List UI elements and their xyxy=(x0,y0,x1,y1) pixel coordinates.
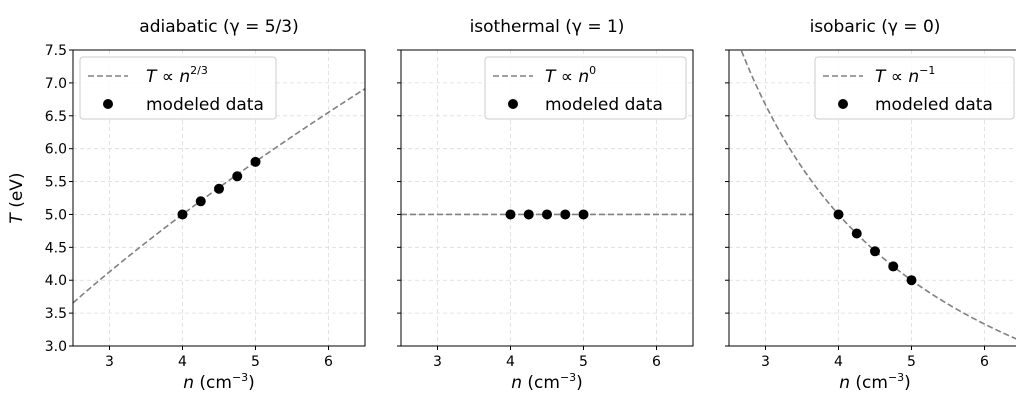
y-tick-label: 3.0 xyxy=(45,339,67,355)
panel-isothermal: isothermal (γ = 1) 3 4 5 6 n (cm−3) T ∝ n0 … xyxy=(397,17,694,393)
legend: T ∝ n0 modeled data xyxy=(484,56,687,120)
plot-area xyxy=(73,88,365,304)
x-tick-label: 5 xyxy=(579,354,588,370)
data-point xyxy=(888,261,899,272)
y-tick-label: 7.0 xyxy=(45,76,67,92)
plot-area xyxy=(740,50,1016,340)
data-point xyxy=(851,228,862,239)
plot-area xyxy=(401,209,693,220)
data-point xyxy=(195,196,206,207)
legend-marker-swatch xyxy=(508,99,518,109)
axes-frame xyxy=(72,49,366,347)
legend-line-label: T ∝ n2/3 xyxy=(146,64,208,87)
x-tick-label: 3 xyxy=(761,354,770,370)
x-axis-label: n (cm−3) xyxy=(511,371,583,393)
legend-data-label: modeled data xyxy=(146,95,264,115)
data-point xyxy=(870,246,880,257)
x-tick-label: 3 xyxy=(433,354,442,370)
data-point xyxy=(833,209,844,220)
axes-frame xyxy=(728,49,1016,347)
legend-marker-swatch xyxy=(103,99,113,109)
x-tick-label: 5 xyxy=(907,354,916,370)
y-tick-label: 7.5 xyxy=(45,43,67,59)
panel-title: adiabatic (γ = 5/3) xyxy=(139,17,298,37)
y-axis-label: T (eV) xyxy=(7,172,27,223)
y-tick-label: 5.5 xyxy=(45,175,67,191)
panel-title: isobaric (γ = 0) xyxy=(810,17,941,37)
legend-line-label: T ∝ n−1 xyxy=(875,64,935,87)
data-point xyxy=(523,209,534,220)
x-tick-label: 6 xyxy=(652,354,661,370)
x-tick-label: 3 xyxy=(105,354,114,370)
x-tick-label: 4 xyxy=(834,354,843,370)
data-point xyxy=(542,209,552,220)
y-tick-label: 6.0 xyxy=(45,142,67,158)
y-axis xyxy=(725,49,729,347)
legend-marker-swatch xyxy=(838,99,848,109)
y-tick-label: 6.5 xyxy=(45,109,67,125)
axes-frame xyxy=(400,49,694,347)
legend: T ∝ n2/3 modeled data xyxy=(79,56,277,120)
x-axis: 3 4 5 6 xyxy=(105,346,333,370)
data-point xyxy=(250,156,261,167)
x-tick-label: 6 xyxy=(980,354,989,370)
legend-line-label: T ∝ n0 xyxy=(545,64,596,87)
x-tick-label: 4 xyxy=(506,354,515,370)
x-axis: 3 4 5 6 xyxy=(761,346,989,370)
legend-box xyxy=(814,56,1015,120)
data-point xyxy=(578,209,589,220)
legend-box xyxy=(79,56,277,120)
y-axis: 3.0 3.5 4.0 4.5 5.0 5.5 6.0 6.5 7.0 7.5 xyxy=(45,43,73,355)
legend: T ∝ n−1 modeled data xyxy=(814,56,1015,120)
y-tick-label: 4.0 xyxy=(45,273,67,289)
data-point xyxy=(177,209,188,220)
x-axis-label: n (cm−3) xyxy=(839,371,911,393)
fit-line xyxy=(740,50,1016,340)
panel-isobaric: isobaric (γ = 0) 3 4 5 6 n (cm−3) T ∝ n−1 m… xyxy=(725,17,1016,393)
x-axis-label: n (cm−3) xyxy=(183,371,255,393)
x-tick-label: 6 xyxy=(324,354,333,370)
fit-line xyxy=(73,88,365,304)
x-tick-label: 4 xyxy=(178,354,187,370)
data-point xyxy=(232,171,243,182)
y-tick-label: 4.5 xyxy=(45,240,67,256)
legend-data-label: modeled data xyxy=(545,95,663,115)
x-axis: 3 4 5 6 xyxy=(433,346,661,370)
panel-title: isothermal (γ = 1) xyxy=(470,17,625,37)
data-point xyxy=(906,275,917,286)
data-point xyxy=(560,209,571,220)
data-point xyxy=(505,209,516,220)
legend-data-label: modeled data xyxy=(875,95,993,115)
legend-box xyxy=(484,56,687,120)
x-tick-label: 5 xyxy=(251,354,260,370)
y-tick-label: 5.0 xyxy=(45,207,67,223)
panel-adiabatic: adiabatic (γ = 5/3) 3 4 5 6 3.0 3.5 4.0 4.5 5.0… xyxy=(7,17,366,393)
data-point xyxy=(214,183,224,194)
y-axis xyxy=(397,49,401,347)
y-tick-label: 3.5 xyxy=(45,306,67,322)
